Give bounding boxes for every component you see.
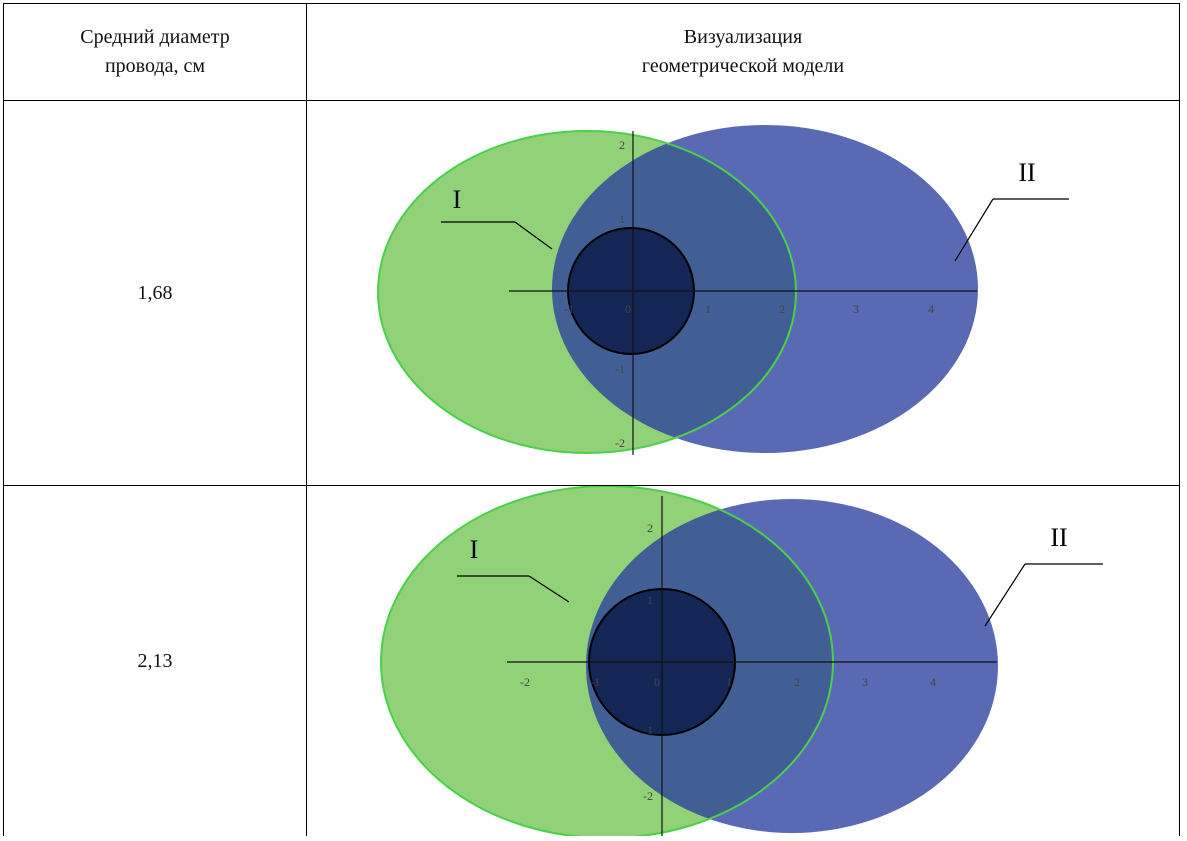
y-tick-label: -1 — [615, 362, 625, 376]
x-tick-label: 0 — [654, 675, 660, 689]
blue-ellipse-II — [552, 125, 978, 453]
label-I-leader-diag — [528, 575, 570, 603]
x-tick-label: 4 — [928, 302, 934, 316]
x-tick-label: 1 — [705, 302, 711, 316]
label-II-leader-diag — [954, 198, 994, 262]
label-II: II — [1018, 158, 1035, 187]
label-I: I — [470, 535, 479, 564]
border-top — [3, 3, 1180, 4]
y-tick-label: -1 — [643, 723, 653, 737]
border-right — [1179, 3, 1180, 836]
label-II: II — [1050, 523, 1067, 552]
row2-visualization: I II -2 -1 0 1 2 3 4 2 1 -1 -2 — [307, 485, 1179, 839]
row2-model-svg: I II -2 -1 0 1 2 3 4 2 1 -1 -2 — [380, 485, 1103, 839]
label-I-leader-diag — [514, 221, 553, 250]
x-tick-label: 1 — [726, 675, 732, 689]
x-tick-label: 3 — [862, 675, 868, 689]
y-tick-label: 2 — [647, 521, 653, 535]
header-visualization: Визуализация геометрической модели — [641, 26, 845, 77]
row2-diameter: 2,13 — [137, 649, 173, 672]
y-tick-label: 2 — [619, 138, 625, 152]
green-ellipse-outline — [377, 130, 797, 454]
row1-diameter: 1,68 — [137, 281, 173, 304]
table: Средний диаметр провода, см Визуализация… — [3, 3, 1180, 839]
column-divider — [306, 3, 307, 836]
y-tick-label: -2 — [643, 789, 653, 803]
row1-visualization: I II -1 0 1 2 3 4 2 1 -1 -2 — [307, 101, 1179, 485]
blue-ellipse-II — [586, 499, 998, 833]
row1-model-svg: I II -1 0 1 2 3 4 2 1 -1 -2 — [377, 125, 1069, 455]
y-tick-label: 1 — [619, 212, 625, 226]
label-II-leader-diag — [984, 563, 1026, 627]
y-tick-label: 1 — [647, 593, 653, 607]
header-diameter: Средний диаметр провода, см — [80, 26, 230, 77]
border-left — [3, 3, 4, 836]
x-tick-label: -1 — [590, 675, 600, 689]
label-I: I — [453, 185, 462, 214]
x-tick-label: 0 — [625, 302, 631, 316]
y-tick-label: -2 — [615, 436, 625, 450]
x-tick-label: 4 — [930, 675, 936, 689]
x-tick-label: 2 — [779, 302, 785, 316]
x-tick-label: 3 — [853, 302, 859, 316]
x-tick-label: -1 — [564, 302, 574, 316]
header-divider — [3, 100, 1180, 101]
x-tick-label: -2 — [520, 675, 530, 689]
x-tick-label: 2 — [794, 675, 800, 689]
